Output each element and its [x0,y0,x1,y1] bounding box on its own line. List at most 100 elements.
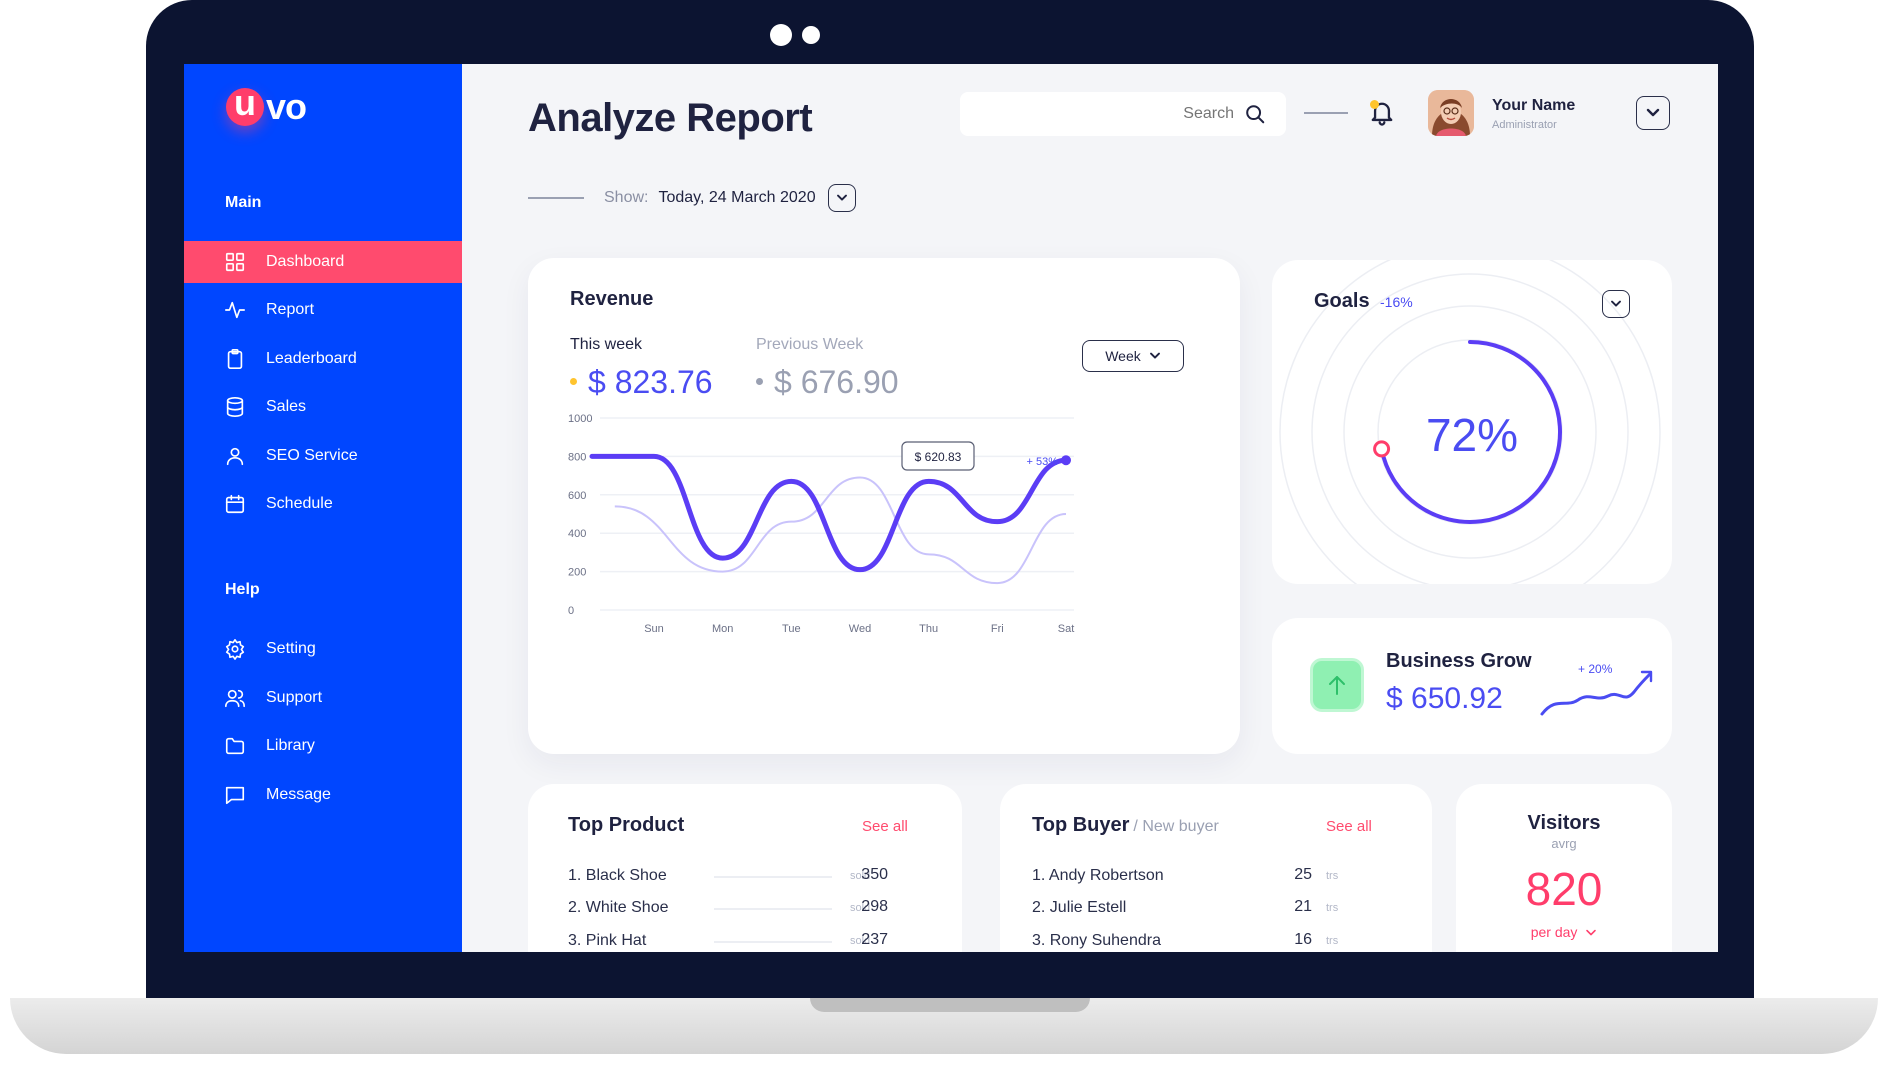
sidebar-item-label: SEO Service [266,447,358,464]
this-week-bullet [570,378,577,385]
tooltip-value: $ 620.83 [915,450,962,464]
logo-text: vo [266,86,307,127]
prev-week-value: $ 676.90 [774,364,899,400]
change-label: + 53% [1027,456,1059,468]
laptop-notch [810,998,1090,1012]
row-value: 16 [1294,931,1312,948]
y-tick-label: 200 [568,567,586,579]
top-buyer-title-text: Top Buyer [1032,814,1130,836]
goals-title: Goals [1314,290,1370,312]
series-line-previous-week [614,476,1067,585]
chevron-down-icon [1586,929,1597,936]
notification-dot [1370,100,1379,109]
section-main-title: Main [225,194,262,211]
notification-bell[interactable] [1368,98,1396,128]
sidebar-item-label: Schedule [266,495,333,512]
user-icon [226,447,244,466]
sidebar-item-sales[interactable]: Sales [184,386,462,428]
search-input[interactable] [994,105,1234,123]
gauge-ring [1279,260,1661,584]
avatar[interactable] [1428,90,1474,136]
sidebar: u vo Main Dashboard Report Leaderboard S… [184,64,462,952]
date-dropdown-button[interactable] [827,184,856,212]
visitors-title: Visitors [1527,812,1601,834]
sidebar-item-leaderboard[interactable]: Leaderboard [184,338,462,380]
series-line-this-week [589,453,1069,573]
user-role: Administrator [1492,119,1557,131]
top-product-title: Top Product [568,814,685,836]
buyer-name: 3. Rony Suhendra [1032,932,1161,949]
row-value: 350 [861,866,888,883]
header-divider [1304,112,1348,114]
date-filter-divider [528,197,584,199]
x-tick-label: Thu [919,623,938,635]
chevron-down-icon [1611,300,1621,307]
goals-gauge [1279,260,1661,584]
user-menu-button[interactable] [1636,96,1670,130]
period-select[interactable]: Week [1082,340,1184,372]
visitors-value: 820 [1525,863,1603,915]
sidebar-item-library[interactable]: Library [184,725,462,767]
buyer-name: 2. Julie Estell [1032,899,1127,916]
y-tick-label: 0 [568,605,574,617]
search-icon[interactable] [1244,103,1266,125]
product-name: 2. White Shoe [568,899,669,916]
visitors-period-label: per day [1530,924,1578,940]
top-product-see-all-link[interactable]: See all [862,818,908,835]
date-filter: Show: Today, 24 March 2020 [528,184,856,212]
sidebar-item-label: Support [266,689,323,706]
top-buyer-see-all-link[interactable]: See all [1326,818,1372,835]
x-tick-label: Sun [644,623,664,635]
logo-mark: u [226,85,264,126]
camera-dot [770,24,792,46]
grid-icon [225,252,245,272]
visitors-period-select[interactable]: per day [1456,924,1672,940]
list-item: 1. Black Shoe [568,866,667,886]
list-item: 3. Rony Suhendra [1032,931,1161,951]
x-tick-label: Mon [712,623,733,635]
row-unit: sold [850,935,871,947]
list-item: 2. White Shoe [568,898,669,918]
y-tick-label: 600 [568,490,586,502]
sidebar-item-label: Dashboard [266,253,345,270]
grow-value: $ 650.92 [1386,682,1503,715]
row-value: 298 [861,898,888,915]
series-end-point [1061,455,1071,466]
prev-week-bullet [756,378,763,385]
goals-percent: 72% [1425,409,1519,461]
sidebar-item-setting[interactable]: Setting [184,628,462,670]
row-value: 21 [1294,898,1312,915]
goals-change: -16% [1380,294,1413,310]
top-buyer-card: Top Buyer / New buyer See all 1. Andy Rob… [1000,784,1432,952]
chevron-down-icon [836,194,847,201]
top-buyer-subtitle: / New buyer [1133,818,1219,835]
business-grow-card: Business Grow $ 650.92 + 20% [1272,618,1672,754]
x-tick-label: Sat [1058,623,1075,635]
grow-change: + 20% [1578,662,1613,676]
logo[interactable]: u vo [226,85,307,128]
search-box[interactable] [960,92,1286,136]
clipboard-icon [227,349,243,369]
x-tick-label: Tue [782,623,801,635]
users-icon [225,689,245,708]
prev-week-label: Previous Week [756,336,864,353]
show-date: Today, 24 March 2020 [658,189,816,206]
dashboard-screen: u vo Main Dashboard Report Leaderboard S… [184,64,1718,952]
gauge-progress-arc [1379,340,1562,524]
sidebar-item-schedule[interactable]: Schedule [184,483,462,525]
sidebar-item-message[interactable]: Message [184,774,462,816]
grow-trend-sparkline [1540,670,1653,716]
row-unit: trs [1326,935,1339,947]
sidebar-item-report[interactable]: Report [184,289,462,331]
sidebar-item-seo-service[interactable]: SEO Service [184,435,462,477]
sidebar-item-dashboard[interactable]: Dashboard [184,241,462,283]
gear-icon [225,639,245,660]
goals-dropdown-button[interactable] [1602,290,1630,318]
grow-title: Business Grow [1386,650,1532,672]
row-unit: sold [850,902,871,914]
sidebar-item-label: Report [266,301,315,318]
sidebar-item-support[interactable]: Support [184,677,462,719]
list-item: 2. Julie Estell [1032,898,1126,918]
row-unit: trs [1326,870,1339,882]
x-tick-label: Fri [991,623,1004,635]
